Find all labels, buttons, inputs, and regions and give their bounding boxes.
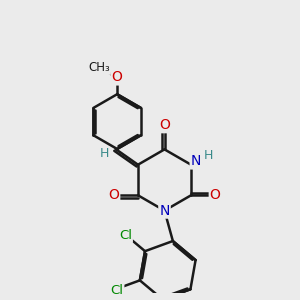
Text: H: H <box>100 147 109 160</box>
Text: O: O <box>112 70 123 85</box>
Text: Cl: Cl <box>119 229 132 242</box>
Text: CH₃: CH₃ <box>88 61 110 74</box>
Text: O: O <box>210 188 220 202</box>
Text: O: O <box>108 188 119 202</box>
Text: O: O <box>159 118 170 132</box>
Text: N: N <box>159 204 170 218</box>
Text: N: N <box>191 154 201 169</box>
Text: H: H <box>204 148 213 161</box>
Text: Cl: Cl <box>110 284 123 297</box>
